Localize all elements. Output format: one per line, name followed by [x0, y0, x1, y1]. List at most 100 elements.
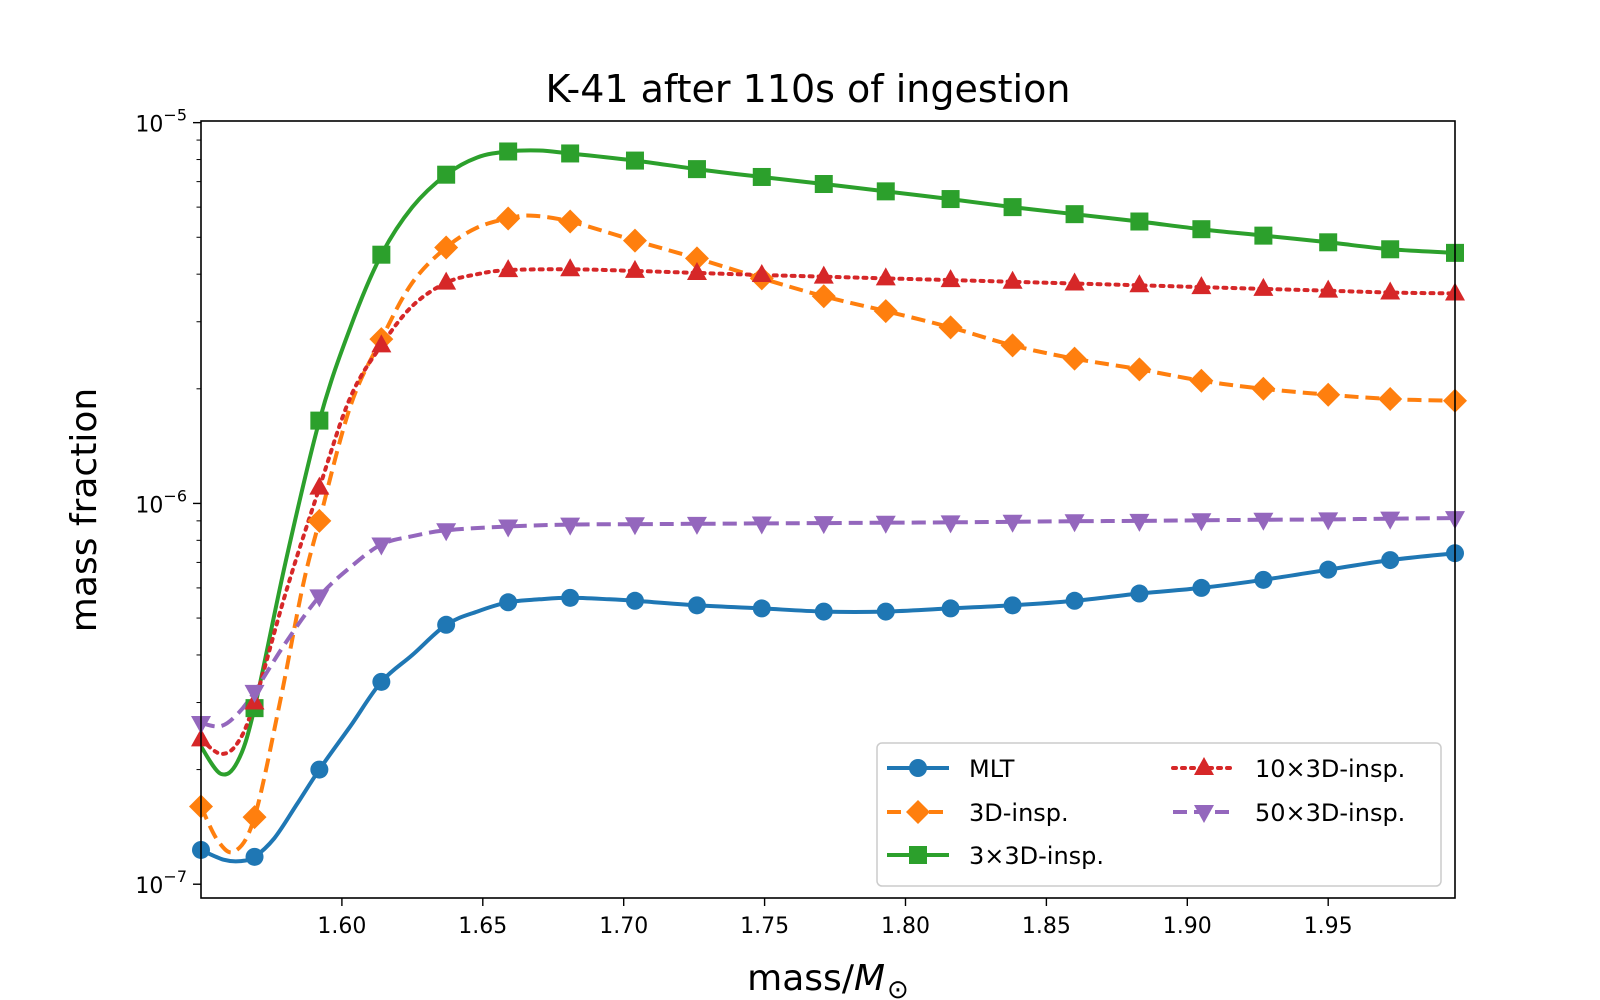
legend-label: 3×3D-insp. [969, 842, 1104, 870]
legend-marker [909, 759, 927, 777]
y-tick-label: 10−7 [135, 867, 187, 899]
series-markers [189, 142, 1467, 866]
data-point-10-3d-insp- [498, 259, 519, 278]
data-point-10-3d-insp- [309, 476, 330, 495]
data-point-10-3d-insp- [624, 259, 645, 278]
data-point-3-3d-insp- [752, 167, 771, 186]
data-point-10-3d-insp- [875, 267, 896, 286]
data-point-50-3d-insp- [1318, 512, 1339, 531]
data-point-50-3d-insp- [436, 523, 457, 542]
data-point-50-3d-insp- [813, 516, 834, 535]
data-point-10-3d-insp- [1129, 274, 1150, 293]
data-point-10-3d-insp- [1064, 272, 1085, 291]
data-point-3-3d-insp- [1192, 220, 1211, 239]
data-point-3-3d-insp- [310, 411, 329, 430]
data-point-50-3d-insp- [498, 519, 519, 538]
data-point-50-3d-insp- [1380, 511, 1401, 530]
x-tick-label: 1.70 [599, 914, 648, 939]
y-axis-label: mass fraction [64, 388, 105, 632]
x-axis: 1.60 1.65 1.70 1.75 1.80 1.85 1.90 1.95 [317, 898, 1353, 939]
data-point-mlt [814, 602, 833, 621]
data-point-50-3d-insp- [940, 515, 961, 534]
data-point-3d-insp- [1251, 376, 1276, 401]
data-point-50-3d-insp- [244, 684, 265, 703]
data-point-3d-insp- [1189, 368, 1214, 393]
data-point-3d-insp- [434, 235, 459, 260]
legend-marker [909, 846, 927, 864]
data-point-50-3d-insp- [1129, 513, 1150, 532]
data-point-3d-insp- [307, 508, 332, 533]
series-markers-3d-insp- [189, 206, 1467, 830]
data-point-50-3d-insp- [1253, 512, 1274, 531]
data-point-mlt [752, 599, 771, 618]
data-point-10-3d-insp- [1380, 281, 1401, 300]
series-markers-3-3d-insp- [245, 142, 1464, 718]
data-point-mlt [1065, 591, 1084, 610]
data-point-mlt [1254, 570, 1273, 589]
data-point-50-3d-insp- [1002, 514, 1023, 533]
data-point-3-3d-insp- [499, 142, 518, 161]
data-point-mlt [372, 672, 391, 691]
series-line-mlt [201, 551, 1455, 864]
plot-frame [200, 120, 1456, 899]
y-tick-label: 10−6 [135, 486, 187, 518]
data-point-3d-insp- [496, 206, 521, 231]
data-point-3-3d-insp- [941, 190, 960, 209]
data-point-mlt [625, 591, 644, 610]
x-axis-label-symbol: M [854, 958, 885, 999]
data-point-mlt [499, 593, 518, 612]
data-point-10-3d-insp- [436, 271, 457, 290]
data-point-3-3d-insp- [1130, 212, 1149, 231]
data-point-3-3d-insp- [1319, 233, 1338, 252]
data-point-50-3d-insp- [875, 515, 896, 534]
legend-marker [1194, 757, 1214, 775]
plot-area [189, 120, 1467, 899]
data-point-3d-insp- [558, 209, 583, 234]
series-line-10-3d-insp- [201, 267, 1455, 756]
x-tick-label: 1.60 [317, 914, 366, 939]
data-point-10-3d-insp- [940, 269, 961, 288]
legend-box [876, 742, 1442, 887]
x-axis-label: mass/M⊙ [747, 958, 909, 1000]
legend-item-50-3d-insp-: 50×3D-insp. [1173, 799, 1405, 827]
data-point-mlt [1192, 578, 1211, 597]
x-tick-label: 1.80 [881, 914, 930, 939]
data-point-3-3d-insp- [437, 165, 456, 184]
y-axis: 10−7 10−6 10−5 [135, 106, 201, 899]
legend-items: MLT 3D-insp. 3×3D-insp. 10×3D-insp. 50×3D-in… [887, 755, 1405, 870]
data-point-mlt [876, 602, 895, 621]
x-tick-label: 1.95 [1304, 914, 1353, 939]
x-axis-label-subscript: ⊙ [887, 975, 909, 1000]
data-point-10-3d-insp- [813, 265, 834, 284]
data-point-mlt [437, 615, 456, 634]
data-point-10-3d-insp- [1253, 277, 1274, 296]
data-point-mlt [1319, 560, 1338, 579]
data-point-3-3d-insp- [561, 144, 580, 163]
data-point-3d-insp- [1378, 387, 1403, 412]
data-point-mlt [687, 596, 706, 615]
data-point-50-3d-insp- [309, 589, 330, 608]
data-point-3d-insp- [1127, 357, 1152, 382]
data-point-3d-insp- [1000, 333, 1025, 358]
data-point-50-3d-insp- [1064, 514, 1085, 533]
data-point-3d-insp- [1316, 382, 1341, 407]
data-point-50-3d-insp- [751, 516, 772, 535]
legend-label: MLT [969, 755, 1015, 783]
data-point-10-3d-insp- [371, 334, 392, 353]
legend-label: 50×3D-insp. [1255, 799, 1405, 827]
chart-title: K-41 after 110s of ingestion [546, 67, 1071, 111]
data-point-3-3d-insp- [625, 151, 644, 170]
legend-item-3d-insp-: 3D-insp. [887, 799, 1069, 827]
x-tick-label: 1.75 [740, 914, 789, 939]
data-point-3d-insp- [938, 315, 963, 340]
y-tick-label: 10−5 [135, 106, 187, 138]
legend-label: 10×3D-insp. [1255, 755, 1405, 783]
data-point-50-3d-insp- [624, 517, 645, 536]
x-axis-label-text: mass/ [747, 958, 855, 999]
data-point-mlt [245, 847, 264, 866]
data-point-3-3d-insp- [814, 175, 833, 194]
data-point-50-3d-insp- [371, 537, 392, 556]
legend-item-mlt: MLT [887, 755, 1015, 783]
series-markers-mlt [192, 544, 1464, 866]
